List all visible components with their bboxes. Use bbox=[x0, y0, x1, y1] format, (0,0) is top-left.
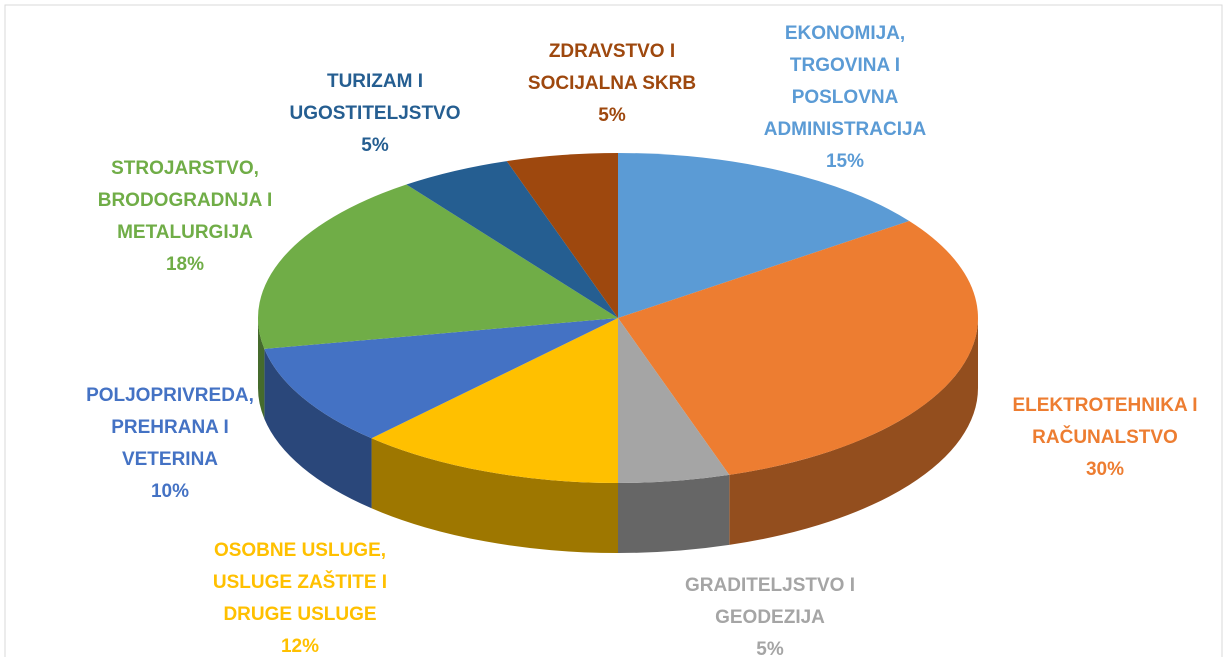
category-label: ZDRAVSTVO I SOCIJALNA SKRB bbox=[527, 41, 697, 94]
slice-side bbox=[371, 438, 618, 553]
value-label: 5% bbox=[598, 105, 626, 126]
slice bbox=[371, 318, 618, 483]
slice bbox=[406, 161, 618, 318]
slice bbox=[618, 221, 978, 475]
value-label: 18% bbox=[165, 254, 205, 275]
slice-side bbox=[258, 318, 265, 419]
slice-side bbox=[264, 348, 372, 509]
data-label: GRADITELJSTVO I GEODEZIJA 5% bbox=[670, 570, 870, 657]
data-label: TURIZAM I UGOSTITELJSTVO 5% bbox=[275, 66, 475, 162]
category-label: OSOBNE USLUGE, USLUGE ZAŠTITE I DRUGE US… bbox=[212, 540, 388, 625]
value-label: 5% bbox=[361, 135, 389, 156]
category-label: GRADITELJSTVO I GEODEZIJA bbox=[685, 575, 855, 628]
data-label: EKONOMIJA, TRGOVINA I POSLOVNA ADMINISTR… bbox=[745, 18, 945, 178]
category-label: ELEKTROTEHNIKA I RAČUNALSTVO bbox=[1012, 395, 1198, 448]
value-label: 30% bbox=[1085, 459, 1125, 480]
slice-side bbox=[729, 318, 978, 545]
category-label: STROJARSTVO, BRODOGRADNJA I METALURGIJA bbox=[97, 158, 273, 243]
value-label: 12% bbox=[280, 636, 320, 657]
slice-side bbox=[618, 474, 730, 553]
value-label: 10% bbox=[150, 481, 190, 502]
category-label: TURIZAM I UGOSTITELJSTVO bbox=[289, 71, 461, 124]
data-label: OSOBNE USLUGE, USLUGE ZAŠTITE I DRUGE US… bbox=[180, 535, 420, 657]
chart-border bbox=[4, 4, 1223, 657]
slice bbox=[618, 153, 910, 318]
data-label: ELEKTROTEHNIKA I RAČUNALSTVO 30% bbox=[990, 390, 1220, 486]
slice bbox=[257, 184, 618, 349]
data-label: POLJOPRIVREDA, PREHRANA I VETERINA 10% bbox=[65, 380, 275, 508]
slice bbox=[264, 318, 618, 439]
data-label: STROJARSTVO, BRODOGRADNJA I METALURGIJA 1… bbox=[70, 153, 300, 281]
slice bbox=[618, 318, 730, 483]
slice bbox=[506, 153, 618, 318]
value-label: 5% bbox=[756, 639, 784, 657]
value-label: 15% bbox=[825, 151, 865, 172]
category-label: POLJOPRIVREDA, PREHRANA I VETERINA bbox=[86, 385, 254, 470]
data-label: ZDRAVSTVO I SOCIJALNA SKRB 5% bbox=[512, 36, 712, 132]
category-label: EKONOMIJA, TRGOVINA I POSLOVNA ADMINISTR… bbox=[763, 23, 927, 140]
